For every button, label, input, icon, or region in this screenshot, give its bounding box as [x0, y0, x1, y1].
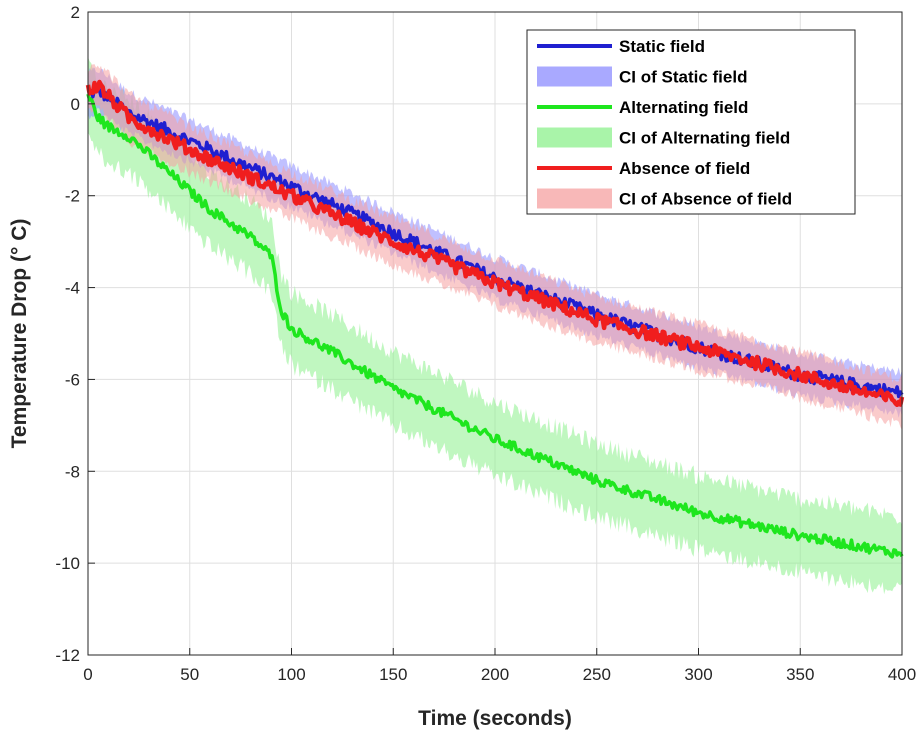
series-line-1: [86, 93, 904, 559]
y-tick-label: -2: [65, 187, 80, 206]
series-line-2: [85, 79, 905, 408]
x-tick-label: 250: [583, 665, 611, 684]
y-tick-label: -10: [55, 554, 80, 573]
x-tick-label: 0: [83, 665, 92, 684]
legend-band-swatch: [537, 66, 612, 87]
ci-band-2: [88, 64, 902, 431]
legend-entry: CI of Absence of field: [619, 190, 792, 209]
x-tick-label: 150: [379, 665, 407, 684]
legend-entry: CI of Static field: [619, 68, 747, 87]
y-tick-label: 2: [71, 3, 80, 22]
y-tick-label: 0: [71, 95, 80, 114]
y-tick-label: -4: [65, 279, 80, 298]
legend-band-swatch: [537, 127, 612, 148]
legend-entry: Absence of field: [619, 159, 750, 178]
x-tick-label: 300: [684, 665, 712, 684]
y-axis-label: Temperature Drop (° C): [8, 219, 31, 449]
legend-entry: CI of Alternating field: [619, 129, 790, 148]
y-tick-label: -12: [55, 646, 80, 665]
x-axis-label: Time (seconds): [418, 707, 572, 730]
x-tick-label: 400: [888, 665, 916, 684]
x-tick-label: 100: [277, 665, 305, 684]
legend-entry: Alternating field: [619, 98, 748, 117]
legend-entry: Static field: [619, 37, 705, 56]
x-tick-label: 350: [786, 665, 814, 684]
x-tick-label: 200: [481, 665, 509, 684]
legend-band-swatch: [537, 188, 612, 209]
series-lines: [85, 79, 905, 559]
x-tick-label: 50: [180, 665, 199, 684]
y-tick-label: -8: [65, 462, 80, 481]
y-axis-ticks: 2 0 -2 -4 -6 -8 -10 -12: [55, 3, 95, 665]
x-axis-ticks: 0 50 100 150 200 250 300 350 400: [83, 648, 916, 684]
legend: Static field CI of Static field Alternatin…: [526, 29, 856, 215]
legend-box: [526, 29, 856, 215]
y-tick-label: -6: [65, 370, 80, 389]
